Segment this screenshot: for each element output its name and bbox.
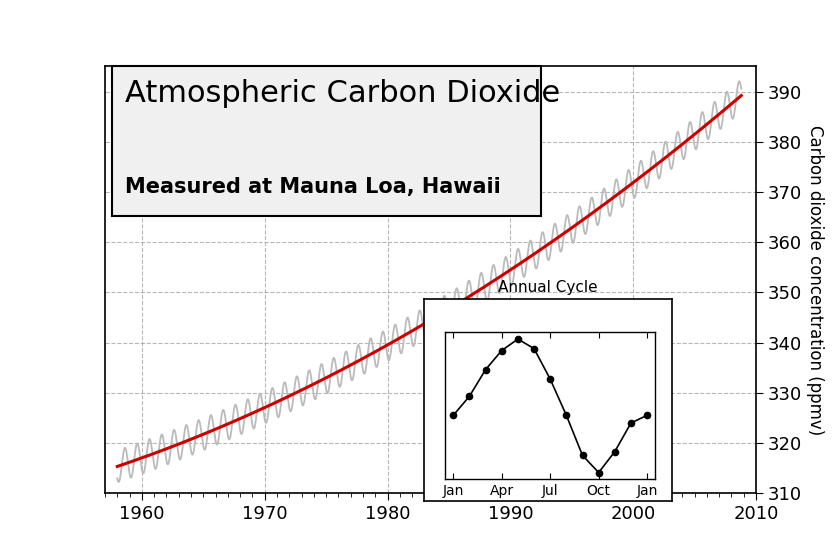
- Title: Annual Cycle: Annual Cycle: [498, 280, 598, 295]
- Text: Measured at Mauna Loa, Hawaii: Measured at Mauna Loa, Hawaii: [124, 177, 501, 197]
- Y-axis label: Carbon dioxide concentration (ppmv): Carbon dioxide concentration (ppmv): [806, 125, 824, 435]
- FancyBboxPatch shape: [112, 66, 541, 216]
- Text: Atmospheric Carbon Dioxide: Atmospheric Carbon Dioxide: [124, 79, 559, 108]
